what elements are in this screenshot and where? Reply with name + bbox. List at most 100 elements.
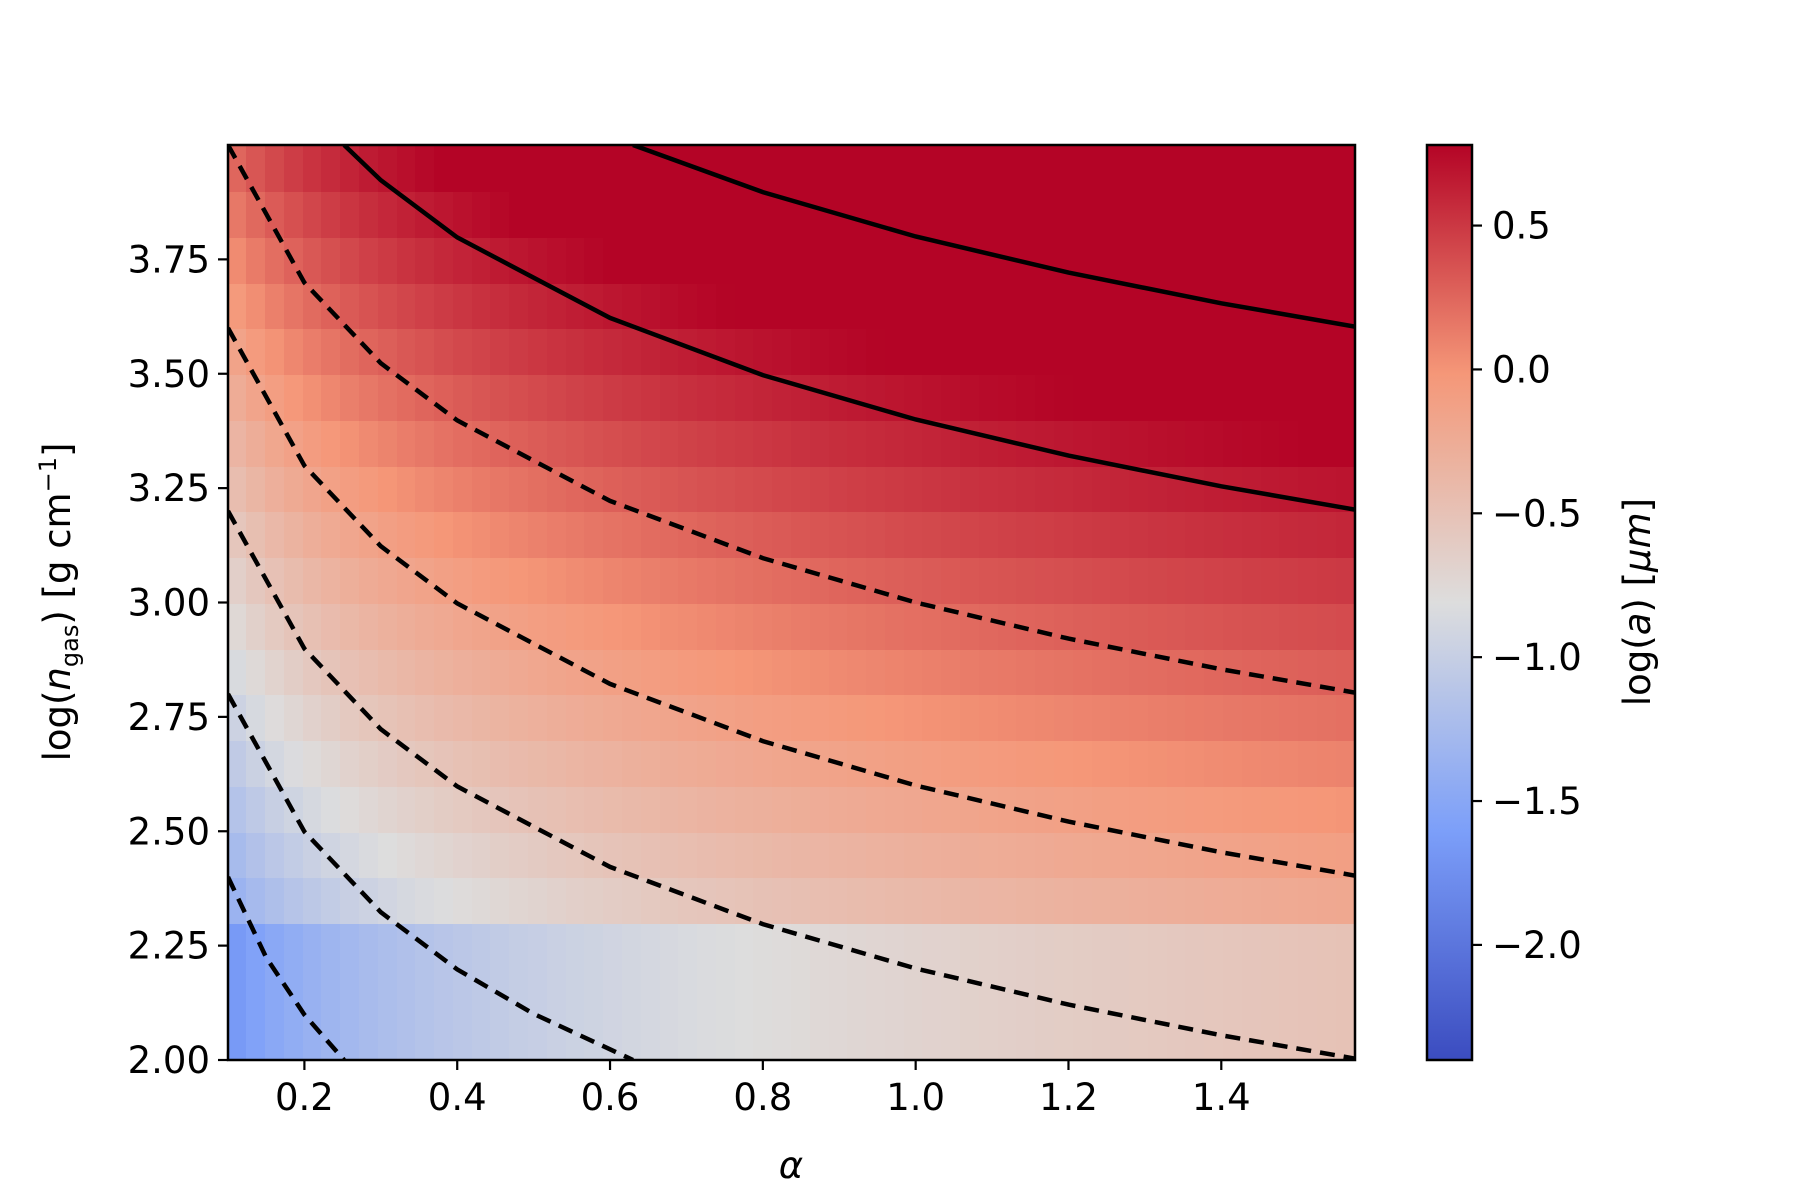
heatmap-cell <box>922 556 943 604</box>
heatmap-cell <box>866 465 887 512</box>
heatmap-cell <box>603 328 624 375</box>
heatmap-cell <box>397 328 417 375</box>
heatmap-cell <box>284 922 305 1060</box>
heatmap-cell <box>866 190 887 238</box>
heatmap-cell <box>1279 602 1300 650</box>
heatmap-cell <box>340 419 361 467</box>
colorbar-axis: 0.5 0.0 −0.5 −1.0 −1.5 −2.0 <box>1472 205 1582 967</box>
heatmap-cell <box>415 785 436 833</box>
heatmap-cell <box>960 602 981 650</box>
heatmap-cell <box>866 831 887 878</box>
heatmap-cell <box>678 602 699 650</box>
heatmap-cell <box>753 328 774 375</box>
heatmap-cell <box>904 465 924 512</box>
heatmap-cell <box>265 190 286 238</box>
heatmap-cell <box>829 328 849 375</box>
heatmap-cell <box>1242 145 1263 192</box>
heatmap-cell <box>1016 465 1037 512</box>
heatmap-cell <box>1110 190 1131 238</box>
heatmap-cell <box>660 648 680 695</box>
heatmap-cell <box>1167 602 1187 650</box>
heatmap-cell <box>941 694 962 741</box>
heatmap-cell <box>810 373 831 421</box>
heatmap-cell <box>904 694 924 741</box>
heatmap-cell <box>753 602 774 650</box>
heatmap-cell <box>340 648 361 695</box>
heatmap-cell <box>678 831 699 878</box>
heatmap-cell <box>960 739 981 787</box>
heatmap-cell <box>753 648 774 695</box>
heatmap-cell <box>922 785 943 833</box>
heatmap-cell <box>434 465 455 512</box>
heatmap-cell <box>378 465 399 512</box>
heatmap-cell <box>603 145 624 192</box>
heatmap-cell <box>1110 922 1131 1060</box>
heatmap-cell <box>735 556 755 604</box>
heatmap-cell <box>359 648 380 695</box>
heatmap-cell <box>1223 602 1244 650</box>
heatmap-cell <box>397 602 417 650</box>
heatmap-cell <box>810 556 831 604</box>
heatmap-cell <box>509 694 530 741</box>
heatmap-cell <box>1298 556 1319 604</box>
heatmap-cell <box>1035 190 1056 238</box>
heatmap-cell <box>321 785 342 833</box>
heatmap-cell <box>1016 648 1037 695</box>
heatmap-cell <box>528 648 549 695</box>
heatmap-cell <box>1148 373 1169 421</box>
heatmap-cell <box>1185 282 1206 329</box>
heatmap-cell <box>1129 694 1150 741</box>
heatmap-cell <box>321 373 342 421</box>
heatmap-cell <box>490 510 511 558</box>
heatmap-cell <box>622 694 643 741</box>
heatmap-cell <box>1242 785 1263 833</box>
heatmap-cell <box>866 145 887 192</box>
heatmap-cell <box>547 373 568 421</box>
heatmap-cell <box>1110 373 1131 421</box>
heatmap-cell <box>1035 694 1056 741</box>
heatmap-cell <box>1167 556 1187 604</box>
heatmap-cell <box>1054 328 1075 375</box>
heatmap-cell <box>246 785 267 833</box>
heatmap-cell <box>246 510 267 558</box>
heatmap-cell <box>1223 694 1244 741</box>
heatmap-cell <box>1242 648 1263 695</box>
heatmap-cell <box>641 831 662 878</box>
heatmap-cell <box>904 373 924 421</box>
heatmap-cell <box>228 831 248 878</box>
heatmap-cell <box>472 419 492 467</box>
heatmap-cell <box>566 877 586 924</box>
heatmap-cell <box>641 510 662 558</box>
heatmap-cell <box>622 190 643 238</box>
heatmap-cell <box>753 510 774 558</box>
heatmap-cell <box>1317 328 1338 375</box>
heatmap-cell <box>641 877 662 924</box>
heatmap-cell <box>1261 694 1281 741</box>
heatmap-cell <box>603 510 624 558</box>
heatmap-cell <box>1336 877 1355 924</box>
heatmap-cell <box>885 877 906 924</box>
heatmap-cell <box>1129 373 1150 421</box>
colorbar-tick-label: −1.0 <box>1492 636 1582 679</box>
heatmap-cell <box>866 328 887 375</box>
heatmap-cell <box>1016 785 1037 833</box>
heatmap-cell <box>509 922 530 1060</box>
heatmap-cell <box>772 648 793 695</box>
heatmap-cell <box>246 556 267 604</box>
heatmap-cell <box>885 556 906 604</box>
heatmap-cell <box>415 419 436 467</box>
heatmap-cell <box>1167 145 1187 192</box>
heatmap-cell <box>265 465 286 512</box>
heatmap-cell <box>359 373 380 421</box>
heatmap-cell <box>1054 602 1075 650</box>
heatmap-cell <box>1279 465 1300 512</box>
heatmap-cell <box>340 510 361 558</box>
heatmap-cell <box>641 602 662 650</box>
heatmap-cell <box>922 694 943 741</box>
heatmap-cell <box>1073 465 1094 512</box>
heatmap-cell <box>1336 556 1355 604</box>
heatmap-cell <box>284 282 305 329</box>
heatmap-cell <box>641 373 662 421</box>
heatmap-cell <box>979 922 1000 1060</box>
heatmap-cell <box>716 739 737 787</box>
